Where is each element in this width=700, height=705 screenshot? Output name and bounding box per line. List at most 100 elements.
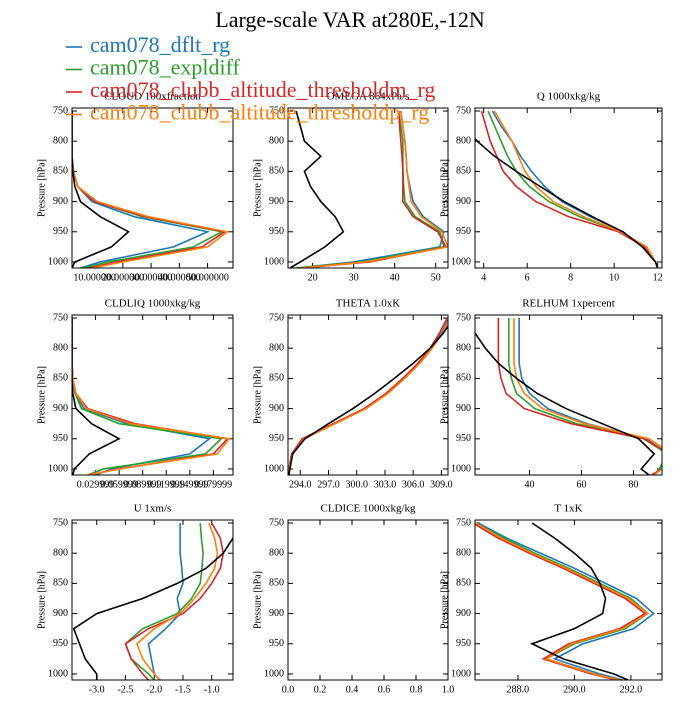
x-tick-label: 297.0: [317, 479, 340, 490]
y-tick-label: 900: [269, 608, 284, 619]
profile-line: [72, 318, 223, 475]
y-tick-label: 850: [269, 578, 284, 589]
x-tick-label: 80: [628, 479, 638, 490]
x-tick-label: 50: [431, 272, 441, 283]
profile-line: [288, 324, 448, 475]
profile-line: [475, 523, 647, 680]
y-tick-label: 1000: [451, 463, 471, 474]
y-tick-label: 1000: [48, 463, 68, 474]
legend-label: cam078_clubb_altitude_thresholdp_rg: [90, 100, 429, 125]
x-tick-label: 0.059999: [100, 479, 138, 490]
profile-line: [300, 110, 448, 268]
panel-title: Q 1000xkg/kg: [537, 91, 601, 103]
x-tick-label: 40: [525, 479, 535, 490]
panel-title: THETA 1.0xK: [336, 298, 401, 310]
y-tick-label: 1000: [48, 256, 68, 267]
y-tick-label: 750: [53, 517, 68, 528]
figure-title: Large-scale VAR at280E,-12N: [215, 7, 485, 32]
x-tick-label: 10: [609, 272, 619, 283]
x-tick-label: 300.0: [345, 479, 368, 490]
y-tick-label: 750: [456, 105, 471, 116]
profile-line: [289, 110, 345, 268]
y-tick-label: 900: [53, 403, 68, 414]
profile-line: [475, 137, 659, 268]
y-tick-label: 950: [456, 638, 471, 649]
plot-frame: [474, 314, 663, 476]
y-tick-label: 1000: [451, 256, 471, 267]
panel-title: CLDICE 1000xkg/kg: [320, 503, 416, 515]
y-tick-label: 900: [269, 196, 284, 207]
profile-line: [475, 522, 650, 680]
profile-line: [497, 318, 662, 475]
profile-line: [72, 318, 231, 475]
y-tick-label: 900: [53, 608, 68, 619]
y-tick-label: 950: [53, 638, 68, 649]
y-tick-label: 900: [456, 403, 471, 414]
profile-line: [124, 522, 225, 680]
plot-frame: [474, 107, 663, 269]
y-tick-label: 900: [53, 196, 68, 207]
plot-frame: [287, 314, 449, 476]
y-axis-label: Pressure [hPa]: [36, 571, 47, 629]
y-tick-label: 800: [456, 136, 471, 147]
profile-line: [72, 111, 130, 268]
y-tick-label: 750: [53, 105, 68, 116]
profile-line: [518, 318, 662, 475]
y-axis-label: Pressure [hPa]: [439, 159, 450, 217]
profile-line: [147, 523, 184, 680]
x-tick-label: 10.000000: [73, 272, 116, 283]
y-axis-label: Pressure [hPa]: [36, 159, 47, 217]
panel-title: OMEGA 864xPa/s: [327, 91, 410, 103]
x-tick-label: 60: [576, 479, 586, 490]
x-tick-label: 40.000000: [158, 272, 201, 283]
x-tick-label: 309.0: [430, 479, 453, 490]
panel-title: T 1xK: [554, 503, 582, 515]
y-tick-label: 800: [269, 548, 284, 559]
x-tick-label: 20: [308, 272, 318, 283]
y-tick-label: 850: [269, 373, 284, 384]
x-tick-label: 1.0: [442, 684, 455, 695]
y-axis-label: Pressure [hPa]: [252, 159, 263, 217]
x-tick-label: 0.6: [378, 684, 391, 695]
profile-line: [513, 318, 662, 475]
y-tick-label: 1000: [264, 463, 284, 474]
y-axis-label: Pressure [hPa]: [252, 366, 263, 424]
profile-line: [491, 110, 659, 268]
y-tick-label: 850: [269, 166, 284, 177]
profile-line: [478, 522, 655, 680]
y-axis-label: Pressure [hPa]: [36, 366, 47, 424]
panel-title: CLDLIQ 1000xkg/kg: [105, 298, 201, 310]
x-tick-label: 0.4: [346, 684, 359, 695]
plot-frame: [287, 519, 449, 681]
legend-label: cam078_expldiff: [90, 55, 241, 80]
y-tick-label: 950: [456, 226, 471, 237]
y-tick-label: 850: [53, 166, 68, 177]
y-tick-label: 800: [269, 136, 284, 147]
y-tick-label: 950: [456, 433, 471, 444]
y-tick-label: 750: [456, 312, 471, 323]
y-tick-label: 950: [269, 226, 284, 237]
y-tick-label: 950: [269, 638, 284, 649]
y-tick-label: 950: [269, 433, 284, 444]
profile-line: [288, 317, 448, 475]
profile-line: [507, 318, 662, 475]
x-tick-label: 0.8: [410, 684, 423, 695]
y-tick-label: 850: [53, 373, 68, 384]
y-tick-label: 750: [456, 517, 471, 528]
y-tick-label: 850: [53, 578, 68, 589]
y-tick-label: 750: [53, 312, 68, 323]
profile-line: [493, 110, 659, 268]
x-tick-label: 40: [390, 272, 400, 283]
panel-title: RELHUM 1xpercent: [522, 298, 615, 310]
y-tick-label: 850: [456, 578, 471, 589]
x-tick-label: 0.179999: [195, 479, 233, 490]
plot-frame: [287, 107, 449, 269]
x-tick-label: 4: [481, 272, 486, 283]
x-tick-label: 303.0: [374, 479, 397, 490]
y-tick-label: 1000: [264, 668, 284, 679]
profile-line: [480, 110, 659, 268]
x-tick-label: 0.0: [282, 684, 295, 695]
profile-line: [72, 318, 212, 475]
profile-line: [475, 522, 650, 680]
